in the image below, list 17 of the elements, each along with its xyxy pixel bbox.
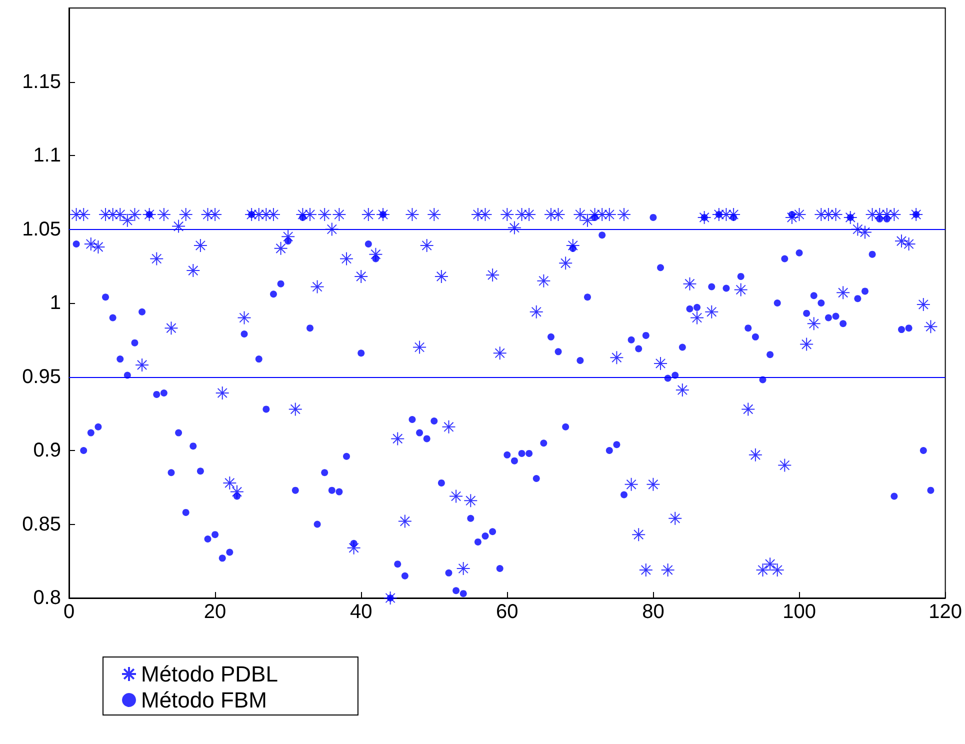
y-tick-label: 0.8 [33,587,61,609]
x-tick-label: 80 [642,601,664,623]
y-tick-label: 0.9 [33,440,61,462]
x-tick-label: 20 [204,601,226,623]
x-tick-label: 100 [782,601,816,623]
y-tick-label: 1.15 [22,70,61,93]
x-tick-label: 60 [496,601,518,623]
y-tick-label: 0.95 [22,366,61,388]
x-tick-label: 0 [63,601,75,623]
y-tick-label: 1 [50,292,61,314]
y-tick-label: 0.85 [22,513,61,536]
legend-label: Método PDBL [141,662,278,686]
x-tick-label: 120 [928,601,962,623]
legend-label: Método FBM [141,688,267,712]
y-tick-label: 1.05 [22,218,61,240]
y-tick-label: 1.1 [33,144,61,166]
x-tick-label: 40 [350,601,372,623]
